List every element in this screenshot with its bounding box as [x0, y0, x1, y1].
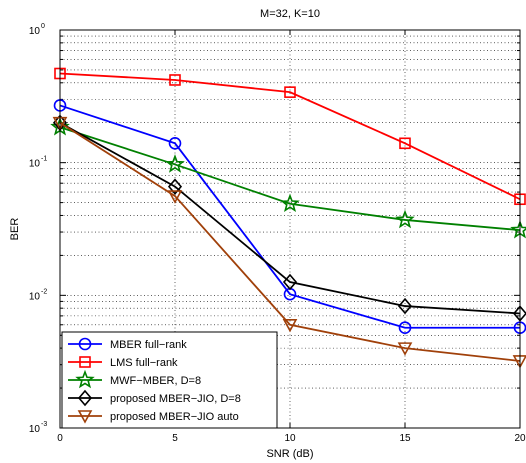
legend-entry: proposed MBER−JIO, D=8: [68, 389, 241, 407]
chart-title: M=32, K=10: [260, 8, 320, 20]
data-point: [168, 136, 182, 150]
legend-label: MWF−MBER, D=8: [110, 375, 201, 387]
y-tick-exponent: -3: [41, 421, 47, 428]
x-tick-label: 15: [399, 433, 411, 444]
data-point: [398, 321, 412, 335]
data-point: [280, 193, 300, 213]
series-1: [53, 99, 526, 335]
data-point: [282, 318, 298, 333]
y-tick-label: 10: [29, 291, 41, 302]
x-tick-label: 10: [284, 433, 296, 444]
y-tick-exponent: -2: [41, 288, 47, 295]
legend-marker: [75, 369, 95, 389]
data-point: [282, 273, 298, 291]
legend-entry: LMS full−rank: [68, 356, 178, 369]
data-point: [399, 137, 411, 150]
y-tick-exponent: 0: [41, 23, 45, 30]
y-tick-label: 10: [29, 26, 41, 37]
x-axis-title: SNR (dB): [266, 448, 313, 460]
x-tick-label: 0: [57, 433, 63, 444]
series-group: [50, 67, 526, 369]
legend-label: MBER full−rank: [110, 339, 187, 351]
data-point: [165, 154, 185, 173]
legend-label: proposed MBER−JIO, D=8: [110, 393, 241, 405]
y-axis-title: BER: [9, 218, 21, 241]
y-tick-exponent: -1: [41, 156, 47, 163]
legend-marker: [79, 356, 91, 368]
legend-entry: MWF−MBER, D=8: [68, 369, 201, 389]
legend: MBER full−rank LMS full−rank MWF−MBER, D=8…: [61, 331, 278, 429]
data-point: [167, 190, 183, 204]
series-line: [59, 126, 521, 232]
series-3: [50, 116, 526, 239]
legend-label: LMS full−rank: [110, 357, 178, 369]
data-point: [167, 178, 183, 195]
data-point: [169, 74, 181, 86]
data-point: [284, 86, 296, 98]
series-line: [59, 121, 521, 315]
legend-label: proposed MBER−JIO auto: [110, 411, 239, 423]
legend-marker: [77, 389, 93, 407]
x-tick-label: 5: [172, 433, 178, 444]
data-point: [395, 209, 415, 229]
legend-entry: proposed MBER−JIO auto: [68, 410, 239, 424]
y-tick-label: 10: [29, 424, 41, 435]
series-2: [54, 67, 526, 206]
legend-marker: [77, 410, 93, 424]
series-line: [59, 121, 521, 362]
y-tick-label: 10: [29, 159, 41, 170]
series-line: [59, 104, 520, 329]
legend-entry: MBER full−rank: [68, 337, 187, 351]
series-line: [59, 72, 521, 201]
x-tick-label: 20: [514, 433, 526, 444]
legend-marker: [78, 337, 92, 351]
data-point: [397, 297, 413, 315]
data-point: [397, 342, 413, 356]
series-5: [52, 116, 526, 369]
plot-frame: [59, 29, 521, 429]
